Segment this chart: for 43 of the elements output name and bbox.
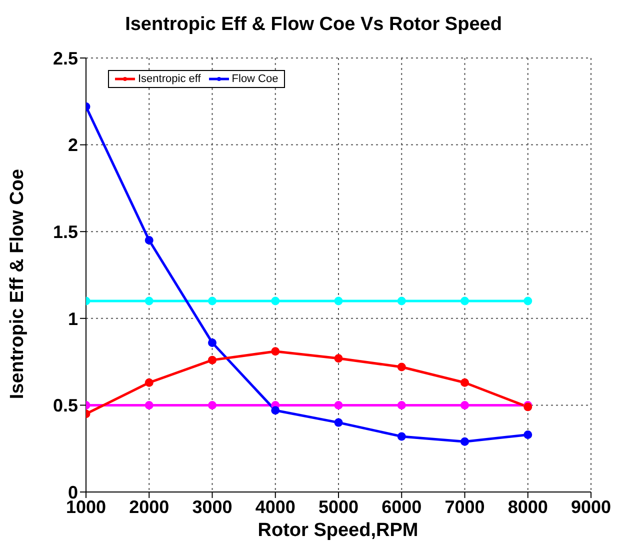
point <box>208 338 216 347</box>
x-tick-label: 6000 <box>382 496 422 517</box>
point <box>144 296 154 306</box>
x-tick-label: 3000 <box>192 496 232 517</box>
point <box>271 296 280 306</box>
x-tick-label: 2000 <box>129 496 170 517</box>
y-tick-label: 1.5 <box>52 222 78 242</box>
x-axis-title: Rotor Speed,RPM <box>256 520 420 542</box>
legend-label: Flow Coe <box>232 73 278 85</box>
point <box>460 296 469 306</box>
point <box>208 356 216 364</box>
point <box>334 400 343 410</box>
point <box>334 418 343 427</box>
chart-title: Isentropic Eff & Flow Coe Vs Rotor Speed <box>124 14 503 36</box>
point <box>144 400 154 410</box>
point <box>397 400 406 410</box>
x-tick-label: 9000 <box>570 496 612 517</box>
point <box>524 296 532 306</box>
point <box>397 432 406 441</box>
point <box>524 430 532 439</box>
point <box>397 362 406 372</box>
y-tick-label: 0.5 <box>52 396 78 416</box>
x-tick-label: 7000 <box>444 496 485 517</box>
point <box>460 437 469 446</box>
point <box>271 347 280 356</box>
point <box>144 236 154 245</box>
point <box>460 378 469 387</box>
x-tick-label: 5000 <box>318 496 359 517</box>
x-tick-label: 4000 <box>255 496 296 517</box>
point <box>334 296 343 306</box>
legend-label: Isentropic eff <box>138 73 201 85</box>
y-axis-title: Isentropic Eff & Flow Coe <box>7 168 29 402</box>
point <box>460 400 469 410</box>
point <box>208 296 216 306</box>
point <box>271 406 280 415</box>
point <box>144 378 154 387</box>
y-tick-label: 1 <box>68 308 78 329</box>
y-tick-label: 2.5 <box>52 48 78 68</box>
point <box>208 400 216 410</box>
point <box>334 354 343 363</box>
x-tick-label: 8000 <box>508 496 548 517</box>
y-tick-label: 2 <box>68 135 78 156</box>
point <box>397 296 406 306</box>
